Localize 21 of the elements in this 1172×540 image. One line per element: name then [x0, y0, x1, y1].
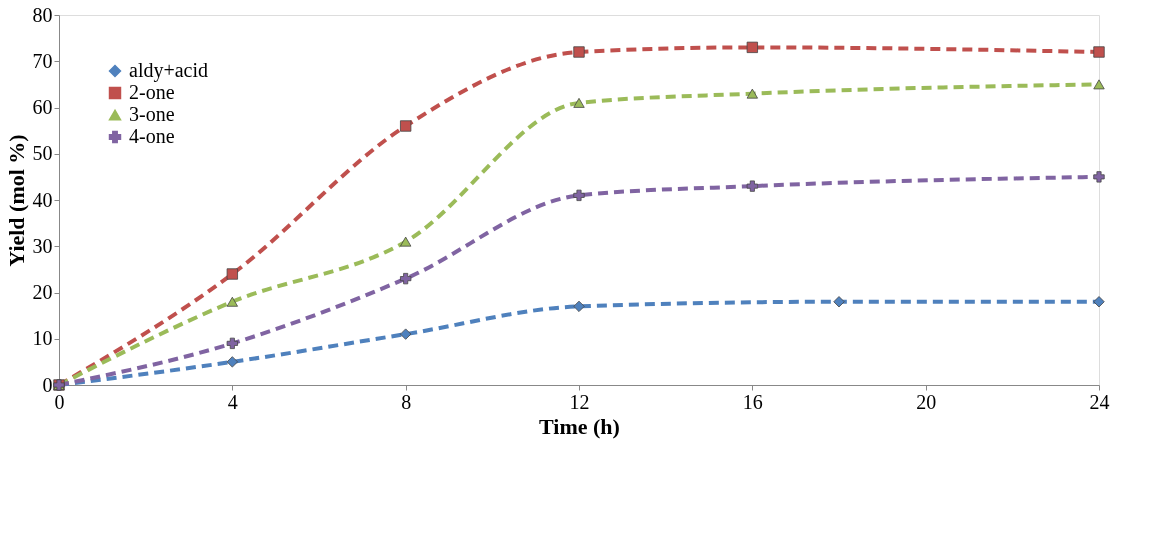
y-tick-label: 0	[42, 373, 53, 396]
y-tick-label: 10	[32, 327, 53, 350]
y-tick-label: 70	[32, 49, 53, 72]
y-tick-label: 20	[32, 281, 53, 303]
x-tick-label: 12	[569, 390, 590, 413]
y-axis-title: Yield (mol %)	[3, 134, 29, 267]
legend-label: 4-one	[129, 125, 175, 147]
x-tick-label: 20	[916, 390, 937, 413]
y-tick-label: 40	[32, 188, 53, 211]
y-tick-label: 30	[32, 234, 53, 257]
y-tick-label: 80	[32, 3, 53, 26]
legend-label: aldy+acid	[129, 59, 209, 82]
y-tick-label: 50	[32, 142, 53, 165]
x-axis-title: Time (h)	[539, 413, 620, 439]
y-tick-label: 60	[32, 96, 53, 118]
legend-label: 2-one	[129, 81, 175, 103]
legend-label: 3-one	[129, 103, 175, 125]
x-tick-label: 8	[401, 390, 412, 413]
x-tick-label: 24	[1089, 390, 1110, 413]
x-tick-label: 4	[227, 390, 238, 413]
x-tick-label: 16	[742, 390, 763, 413]
